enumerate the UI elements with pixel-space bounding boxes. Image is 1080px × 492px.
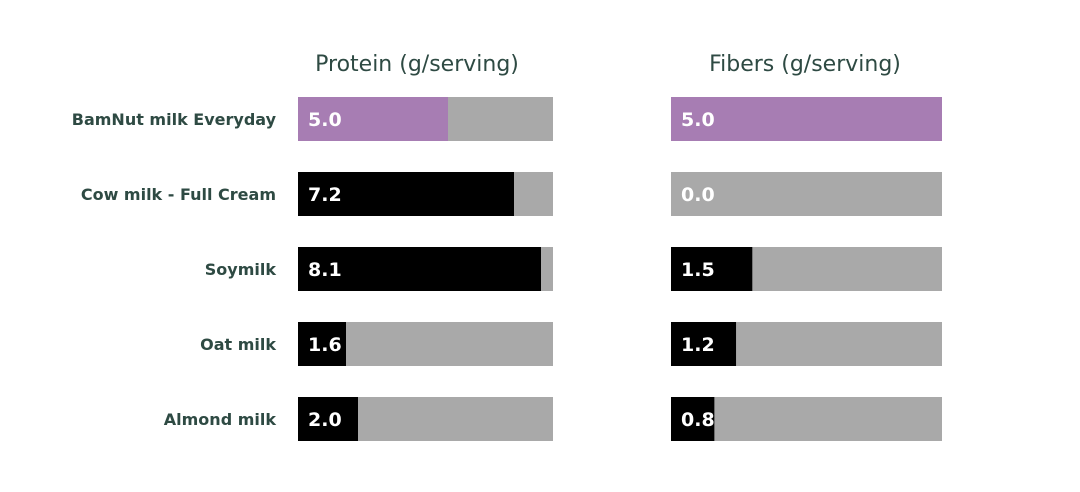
fibers-bar-track xyxy=(671,397,942,441)
row-labels: BamNut milk Everyday Cow milk - Full Crea… xyxy=(72,110,277,429)
fibers-bar xyxy=(671,97,942,141)
protein-bar xyxy=(298,172,514,216)
fibers-bar xyxy=(671,397,715,441)
protein-bars: 5.0 7.2 8.1 1.6 2.0 xyxy=(298,97,553,441)
fibers-value-label: 0.0 xyxy=(681,184,715,206)
row-label: Soymilk xyxy=(205,260,277,279)
protein-bar xyxy=(298,322,346,366)
fibers-value-label: 0.8 xyxy=(681,409,715,431)
fibers-chart-title: Fibers (g/serving) xyxy=(709,52,901,77)
protein-value-label: 7.2 xyxy=(308,184,342,206)
protein-value-label: 1.6 xyxy=(308,334,342,356)
row-label: Oat milk xyxy=(200,335,276,354)
row-label: Almond milk xyxy=(164,410,277,429)
row-label: Cow milk - Full Cream xyxy=(81,185,276,204)
fibers-bars: 5.0 0.0 1.5 1.2 0.8 xyxy=(671,97,942,441)
fibers-bar xyxy=(671,322,737,366)
protein-bar xyxy=(298,247,541,291)
protein-bar xyxy=(298,97,448,141)
protein-value-label: 5.0 xyxy=(308,109,342,131)
protein-chart-title: Protein (g/serving) xyxy=(315,52,519,77)
fibers-bar xyxy=(671,247,753,291)
protein-value-label: 2.0 xyxy=(308,409,342,431)
row-label: BamNut milk Everyday xyxy=(72,110,277,129)
protein-value-label: 8.1 xyxy=(308,259,342,281)
fibers-value-label: 5.0 xyxy=(681,109,715,131)
fibers-value-label: 1.2 xyxy=(681,334,715,356)
protein-bar xyxy=(298,397,358,441)
fibers-value-label: 1.5 xyxy=(681,259,715,281)
fibers-bar-track xyxy=(671,172,942,216)
